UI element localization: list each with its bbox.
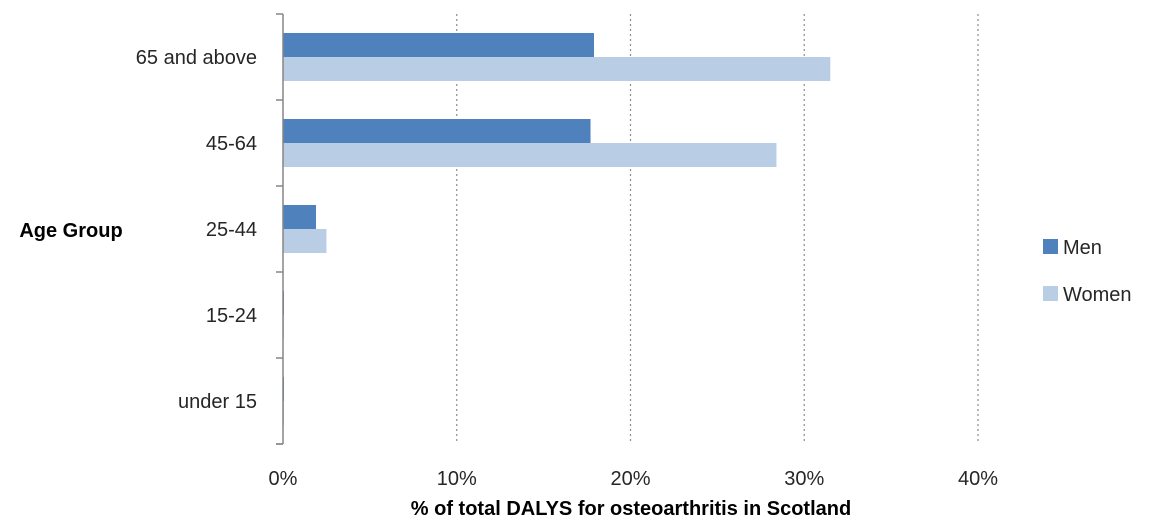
legend-label-men: Men (1063, 237, 1102, 259)
bar-men (283, 119, 591, 143)
y-tick-labels: 65 and above 45-64 25-44 15-24 under 15 (136, 47, 257, 413)
y-category-label: 25-44 (206, 219, 257, 241)
x-tick-labels: 0% 10% 20% 30% 40% (269, 468, 999, 490)
legend-label-women: Women (1063, 284, 1132, 306)
y-category-label: 45-64 (206, 133, 257, 155)
axes (276, 13, 284, 445)
bar-men (283, 205, 317, 229)
x-axis-title: % of total DALYS for osteoarthritis in S… (411, 498, 851, 520)
legend: Men Women (1043, 237, 1132, 306)
legend-swatch-women (1043, 286, 1058, 301)
y-category-label: 65 and above (136, 47, 257, 69)
bar-women (283, 229, 327, 253)
x-tick-label: 10% (437, 468, 477, 490)
x-tick-label: 30% (784, 468, 824, 490)
x-tick-label: 40% (958, 468, 998, 490)
x-tick-label: 20% (610, 468, 650, 490)
bar-women (283, 143, 777, 167)
x-tick-label: 0% (269, 468, 298, 490)
bar-men (283, 33, 595, 57)
bar-women (283, 57, 831, 81)
gridlines (456, 14, 979, 444)
y-axis-title: Age Group (19, 220, 122, 242)
y-category-label: 15-24 (206, 305, 257, 327)
legend-swatch-men (1043, 239, 1058, 254)
y-category-label: under 15 (178, 391, 257, 413)
bars (283, 33, 831, 425)
